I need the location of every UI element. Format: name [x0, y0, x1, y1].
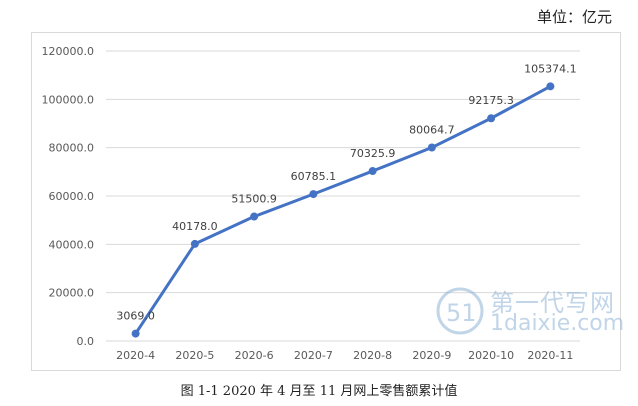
x-tick-label: 2020-9: [412, 349, 451, 362]
y-tick-label: 60000.0: [49, 190, 95, 203]
svg-text:51: 51: [446, 299, 477, 327]
chart-frame: [31, 32, 621, 371]
data-label: 40178.0: [172, 220, 218, 233]
data-label: 60785.1: [291, 170, 337, 183]
x-tick-label: 2020-8: [353, 349, 392, 362]
series-line: [134, 85, 552, 335]
x-tick-label: 2020-11: [527, 349, 573, 362]
y-tick-label: 40000.0: [49, 238, 95, 251]
data-label: 105374.1: [524, 62, 577, 75]
x-tick-label: 2020-10: [468, 349, 514, 362]
x-tick-label: 2020-7: [294, 349, 333, 362]
data-label: 80064.7: [409, 124, 455, 137]
data-point: [309, 190, 318, 199]
x-tick-label: 2020-6: [235, 349, 274, 362]
watermark-logo-icon: 51: [436, 287, 484, 335]
data-point: [190, 239, 199, 248]
data-label: 3069.0: [116, 310, 155, 323]
data-label: 51500.9: [231, 193, 277, 206]
y-tick-label: 120000.0: [42, 45, 95, 58]
y-tick-label: 0.0: [77, 335, 95, 348]
x-tick-label: 2020-5: [175, 349, 214, 362]
x-tick-label: 2020-4: [116, 349, 155, 362]
data-point: [250, 212, 259, 221]
data-point: [487, 114, 496, 123]
data-point: [427, 143, 436, 152]
y-tick-label: 20000.0: [49, 287, 95, 300]
unit-label: 单位：亿元: [536, 8, 612, 26]
data-point: [546, 82, 555, 91]
y-tick-label: 80000.0: [49, 142, 95, 155]
watermark: 51 第一代写网 1daixie.com: [432, 283, 632, 341]
data-label: 70325.9: [350, 147, 396, 160]
figure-caption: 图 1-1 2020 年 4 月至 11 月网上零售额累计值: [180, 384, 458, 399]
data-point: [131, 329, 140, 338]
watermark-cn-text: 第一代写网: [490, 289, 615, 317]
line-chart: 0.0 20000.0 40000.0 60000.0 80000.0 100000.0 1…: [42, 45, 580, 362]
watermark-en-text: 1daixie.com: [490, 311, 625, 336]
y-tick-label: 100000.0: [42, 93, 95, 106]
data-label: 92175.3: [468, 94, 514, 107]
data-point: [368, 167, 377, 176]
